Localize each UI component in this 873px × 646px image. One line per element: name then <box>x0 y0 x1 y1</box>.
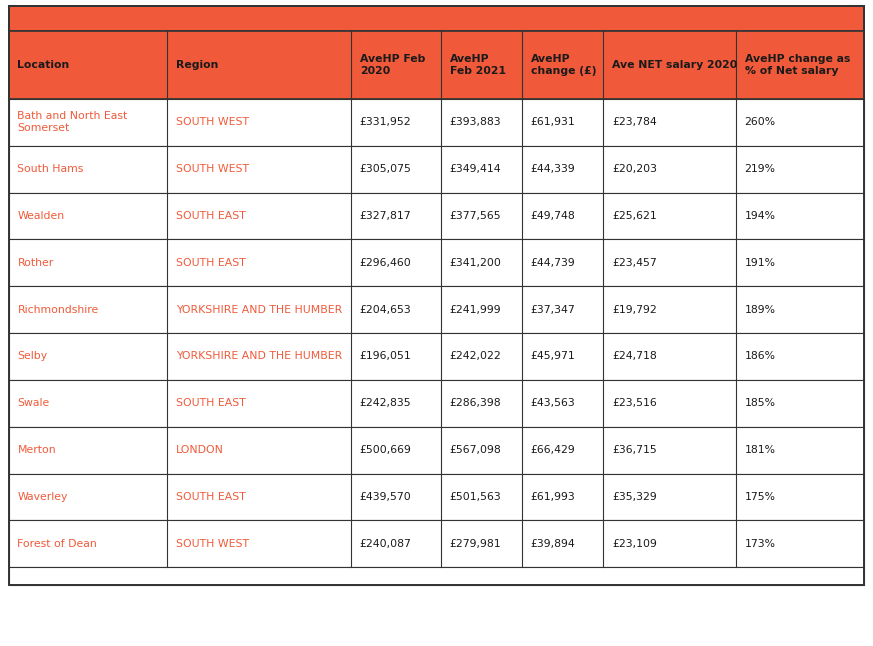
Text: £36,715: £36,715 <box>612 445 656 455</box>
Text: £393,883: £393,883 <box>450 118 501 127</box>
Text: 260%: 260% <box>745 118 776 127</box>
Text: 185%: 185% <box>745 399 776 408</box>
Text: Swale: Swale <box>17 399 50 408</box>
Text: £439,570: £439,570 <box>360 492 411 502</box>
Text: Location: Location <box>17 60 70 70</box>
Text: 189%: 189% <box>745 305 776 315</box>
Bar <box>9 145 864 193</box>
Text: Waverley: Waverley <box>17 492 68 502</box>
Text: £66,429: £66,429 <box>531 445 575 455</box>
Text: £35,329: £35,329 <box>612 492 656 502</box>
Text: 175%: 175% <box>745 492 776 502</box>
Text: £500,669: £500,669 <box>360 445 411 455</box>
Text: YORKSHIRE AND THE HUMBER: YORKSHIRE AND THE HUMBER <box>175 305 342 315</box>
Bar <box>9 426 864 474</box>
Text: SOUTH EAST: SOUTH EAST <box>175 211 245 221</box>
Text: SOUTH WEST: SOUTH WEST <box>175 164 249 174</box>
Text: AveHP Feb
2020: AveHP Feb 2020 <box>360 54 425 76</box>
Text: £23,516: £23,516 <box>612 399 656 408</box>
Bar <box>9 6 864 31</box>
Bar <box>9 6 864 585</box>
Text: £242,835: £242,835 <box>360 399 411 408</box>
Text: £39,894: £39,894 <box>531 539 575 548</box>
Bar <box>9 240 864 286</box>
Text: 191%: 191% <box>745 258 776 267</box>
Text: £242,022: £242,022 <box>450 351 501 361</box>
Bar <box>9 474 864 521</box>
Text: 181%: 181% <box>745 445 776 455</box>
Text: £45,971: £45,971 <box>531 351 575 361</box>
Text: 219%: 219% <box>745 164 776 174</box>
Bar <box>9 193 864 239</box>
Text: £23,784: £23,784 <box>612 118 656 127</box>
Text: £349,414: £349,414 <box>450 164 501 174</box>
Text: £279,981: £279,981 <box>450 539 501 548</box>
Text: YORKSHIRE AND THE HUMBER: YORKSHIRE AND THE HUMBER <box>175 351 342 361</box>
Text: £61,993: £61,993 <box>531 492 575 502</box>
Text: £43,563: £43,563 <box>531 399 575 408</box>
Text: £44,739: £44,739 <box>531 258 575 267</box>
Text: £20,203: £20,203 <box>612 164 657 174</box>
Text: £23,109: £23,109 <box>612 539 657 548</box>
Text: £19,792: £19,792 <box>612 305 656 315</box>
Text: AveHP change as
% of Net salary: AveHP change as % of Net salary <box>745 54 850 76</box>
Bar <box>9 31 864 99</box>
Bar <box>9 567 864 585</box>
Text: Selby: Selby <box>17 351 48 361</box>
Text: £331,952: £331,952 <box>360 118 411 127</box>
Text: 173%: 173% <box>745 539 776 548</box>
Text: £341,200: £341,200 <box>450 258 501 267</box>
Text: Wealden: Wealden <box>17 211 65 221</box>
Text: £501,563: £501,563 <box>450 492 501 502</box>
Text: £377,565: £377,565 <box>450 211 501 221</box>
Text: SOUTH EAST: SOUTH EAST <box>175 258 245 267</box>
Text: £567,098: £567,098 <box>450 445 501 455</box>
Text: £196,051: £196,051 <box>360 351 411 361</box>
Text: SOUTH WEST: SOUTH WEST <box>175 539 249 548</box>
Text: AveHP
change (£): AveHP change (£) <box>531 54 596 76</box>
Text: £305,075: £305,075 <box>360 164 411 174</box>
Bar <box>9 286 864 333</box>
Text: £61,931: £61,931 <box>531 118 575 127</box>
Text: £49,748: £49,748 <box>531 211 575 221</box>
Text: SOUTH EAST: SOUTH EAST <box>175 399 245 408</box>
Text: £204,653: £204,653 <box>360 305 411 315</box>
Text: £23,457: £23,457 <box>612 258 656 267</box>
Text: £37,347: £37,347 <box>531 305 575 315</box>
Text: £25,621: £25,621 <box>612 211 656 221</box>
Bar <box>9 521 864 567</box>
Text: AveHP
Feb 2021: AveHP Feb 2021 <box>450 54 505 76</box>
Text: £44,339: £44,339 <box>531 164 575 174</box>
Text: £241,999: £241,999 <box>450 305 501 315</box>
Bar <box>9 99 864 145</box>
Text: £296,460: £296,460 <box>360 258 411 267</box>
Text: Merton: Merton <box>17 445 56 455</box>
Text: £240,087: £240,087 <box>360 539 411 548</box>
Bar <box>9 333 864 380</box>
Text: Forest of Dean: Forest of Dean <box>17 539 97 548</box>
Text: SOUTH WEST: SOUTH WEST <box>175 118 249 127</box>
Text: Rother: Rother <box>17 258 54 267</box>
Text: 194%: 194% <box>745 211 776 221</box>
Text: £327,817: £327,817 <box>360 211 411 221</box>
Text: £24,718: £24,718 <box>612 351 656 361</box>
Text: South Hams: South Hams <box>17 164 84 174</box>
Text: 186%: 186% <box>745 351 776 361</box>
Text: Ave NET salary 2020: Ave NET salary 2020 <box>612 60 738 70</box>
Text: LONDON: LONDON <box>175 445 223 455</box>
Text: SOUTH EAST: SOUTH EAST <box>175 492 245 502</box>
Text: Richmondshire: Richmondshire <box>17 305 99 315</box>
Text: Bath and North East
Somerset: Bath and North East Somerset <box>17 111 127 134</box>
Bar <box>9 380 864 426</box>
Text: £286,398: £286,398 <box>450 399 501 408</box>
Text: Region: Region <box>175 60 218 70</box>
